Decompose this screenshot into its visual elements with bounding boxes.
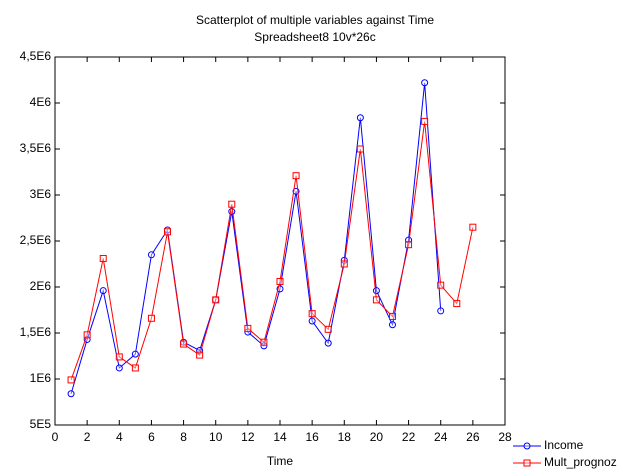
y-tick-label: 2,5E6 [20,233,52,247]
marker [212,296,220,304]
legend-label: Mult_prognoz [544,455,617,469]
marker [131,350,139,358]
y-tick-label: 3E6 [30,187,52,201]
x-tick-label: 22 [402,430,416,444]
x-tick-label: 6 [148,430,155,444]
series-line [70,121,474,381]
x-tick-label: 2 [84,430,91,444]
x-tick-label: 24 [434,430,448,444]
marker [437,307,445,315]
y-tick-label: 5E5 [30,417,52,431]
marker [356,145,364,153]
legend-label: Income [544,438,584,452]
chart-subtitle: Spreadsheet8 10v*26c [254,30,375,44]
marker [180,340,188,348]
marker [324,325,332,333]
marker [228,208,236,216]
marker [244,328,252,336]
marker [389,321,396,329]
marker [292,172,300,180]
marker [276,277,284,285]
marker [67,390,75,398]
marker [99,254,107,262]
x-tick-label: 20 [370,430,384,444]
marker [164,228,171,236]
marker [244,324,252,332]
marker [308,310,316,318]
x-tick-label: 8 [180,430,187,444]
marker [131,364,139,372]
marker [308,317,316,325]
x-tick-label: 14 [273,430,287,444]
x-tick-label: 18 [338,430,352,444]
marker [421,117,429,125]
marker [453,300,461,308]
x-tick-label: 26 [466,430,480,444]
marker [147,314,155,322]
y-tick-label: 3,5E6 [20,141,52,155]
marker [389,312,396,320]
marker [372,296,380,304]
marker [372,287,380,295]
y-tick-label: 1,5E6 [20,325,52,339]
y-tick-label: 4E6 [30,95,52,109]
x-tick-label: 28 [498,430,512,444]
marker [228,200,236,208]
y-tick-label: 2E6 [30,279,52,293]
x-axis-label: Time [267,454,294,468]
marker [356,114,364,122]
legend-marker [523,459,531,467]
marker [147,251,155,259]
marker [115,364,123,372]
marker [421,79,429,87]
marker [196,351,204,359]
marker [83,331,91,339]
marker [324,339,332,347]
x-tick-label: 0 [52,430,59,444]
y-tick-label: 4,5E6 [20,49,52,63]
marker [437,281,445,289]
marker [469,223,477,231]
x-tick-label: 4 [116,430,123,444]
legend-marker [523,442,531,450]
x-tick-label: 16 [305,430,319,444]
series-line [70,82,442,394]
marker [260,338,268,346]
chart-title: Scatterplot of multiple variables agains… [196,13,434,27]
marker [340,260,348,268]
marker [67,376,75,384]
plot-frame [54,56,506,426]
y-tick-label: 1E6 [30,371,52,385]
marker [115,353,123,361]
x-tick-label: 12 [241,430,255,444]
x-tick-label: 10 [209,430,223,444]
marker [260,342,268,350]
marker [99,287,107,295]
marker [405,241,413,249]
